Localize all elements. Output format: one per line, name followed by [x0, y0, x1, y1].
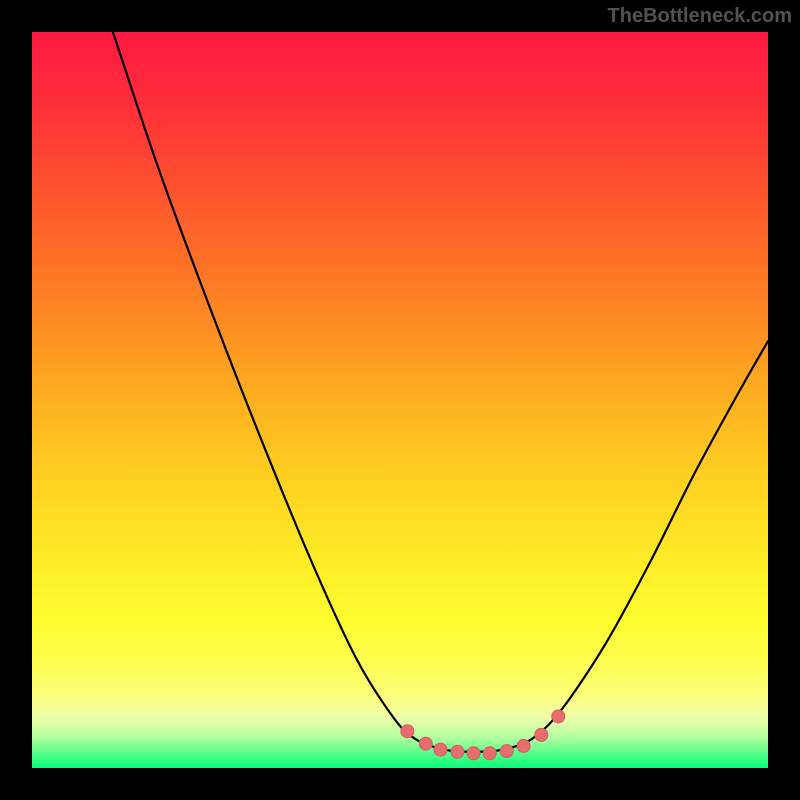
- data-marker: [535, 728, 548, 741]
- data-marker: [483, 747, 496, 760]
- data-marker: [401, 725, 414, 738]
- data-marker: [451, 745, 464, 758]
- plot-background: [32, 32, 768, 768]
- data-marker: [434, 743, 447, 756]
- chart-container: TheBottleneck.com: [0, 0, 800, 800]
- data-marker: [552, 710, 565, 723]
- chart-svg: [0, 0, 800, 800]
- data-marker: [517, 739, 530, 752]
- data-marker: [500, 745, 513, 758]
- data-marker: [467, 747, 480, 760]
- data-marker: [419, 737, 432, 750]
